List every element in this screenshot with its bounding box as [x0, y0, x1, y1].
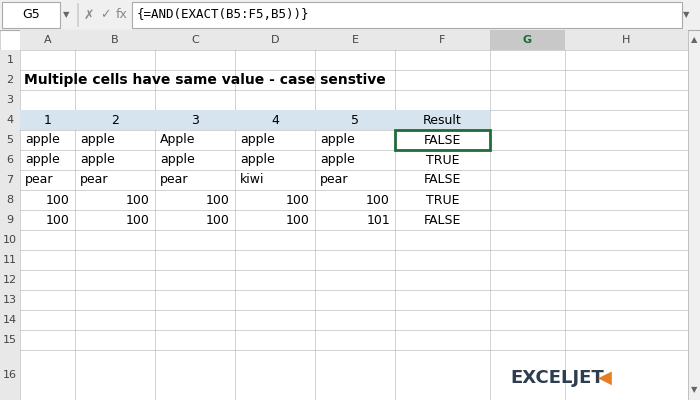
Text: 100: 100: [206, 214, 230, 226]
Text: ◀: ◀: [598, 369, 612, 387]
Text: 9: 9: [6, 215, 13, 225]
Text: apple: apple: [160, 154, 195, 166]
Text: 101: 101: [366, 214, 390, 226]
Text: Multiple cells have same value - case senstive: Multiple cells have same value - case se…: [24, 73, 386, 87]
Text: 1: 1: [43, 114, 51, 126]
Text: H: H: [622, 35, 631, 45]
Text: kiwi: kiwi: [240, 174, 265, 186]
Text: pear: pear: [25, 174, 53, 186]
Text: 8: 8: [6, 195, 13, 205]
Text: apple: apple: [240, 154, 274, 166]
Text: ▼: ▼: [682, 10, 690, 20]
Text: A: A: [43, 35, 51, 45]
Text: ▲: ▲: [691, 36, 697, 44]
Text: apple: apple: [320, 154, 355, 166]
Text: 4: 4: [271, 114, 279, 126]
Text: 4: 4: [6, 115, 13, 125]
Text: 12: 12: [3, 275, 17, 285]
Text: FALSE: FALSE: [424, 214, 461, 226]
Text: ✗: ✗: [84, 8, 95, 22]
Text: apple: apple: [25, 154, 60, 166]
Text: 100: 100: [46, 194, 70, 206]
Text: F: F: [440, 35, 446, 45]
Text: pear: pear: [80, 174, 108, 186]
Text: TRUE: TRUE: [426, 154, 459, 166]
Text: 2: 2: [6, 75, 13, 85]
Text: 2: 2: [111, 114, 119, 126]
Text: 100: 100: [126, 214, 150, 226]
Text: EXCELJET: EXCELJET: [510, 369, 603, 387]
Text: 100: 100: [46, 214, 70, 226]
Text: 100: 100: [126, 194, 150, 206]
Text: 3: 3: [191, 114, 199, 126]
Text: apple: apple: [80, 154, 115, 166]
Text: fx: fx: [116, 8, 128, 22]
Text: 14: 14: [3, 315, 17, 325]
Text: TRUE: TRUE: [426, 194, 459, 206]
Text: Result: Result: [423, 114, 462, 126]
Text: FALSE: FALSE: [424, 174, 461, 186]
Text: 11: 11: [3, 255, 17, 265]
Text: 1: 1: [6, 55, 13, 65]
Text: pear: pear: [160, 174, 188, 186]
Text: apple: apple: [320, 134, 355, 146]
Text: 5: 5: [351, 114, 359, 126]
Text: B: B: [111, 35, 119, 45]
Text: 13: 13: [3, 295, 17, 305]
Text: 100: 100: [206, 194, 230, 206]
Text: D: D: [271, 35, 279, 45]
Text: FALSE: FALSE: [424, 134, 461, 146]
Text: apple: apple: [240, 134, 274, 146]
Text: pear: pear: [320, 174, 349, 186]
Text: E: E: [351, 35, 358, 45]
Text: ✓: ✓: [100, 8, 111, 22]
Text: apple: apple: [80, 134, 115, 146]
Text: 100: 100: [286, 194, 310, 206]
Text: apple: apple: [25, 134, 60, 146]
Text: 100: 100: [286, 214, 310, 226]
Text: 16: 16: [3, 370, 17, 380]
Text: C: C: [191, 35, 199, 45]
Text: ▼: ▼: [691, 386, 697, 394]
Text: ▼: ▼: [63, 10, 69, 20]
Text: 100: 100: [366, 194, 390, 206]
Text: G5: G5: [22, 8, 40, 22]
Text: G: G: [523, 35, 532, 45]
Text: Apple: Apple: [160, 134, 195, 146]
Text: 3: 3: [6, 95, 13, 105]
Text: {=AND(EXACT(B5:F5,B5))}: {=AND(EXACT(B5:F5,B5))}: [137, 8, 309, 22]
Text: 5: 5: [6, 135, 13, 145]
Text: 6: 6: [6, 155, 13, 165]
Text: 7: 7: [6, 175, 13, 185]
Text: 15: 15: [3, 335, 17, 345]
Text: 10: 10: [3, 235, 17, 245]
